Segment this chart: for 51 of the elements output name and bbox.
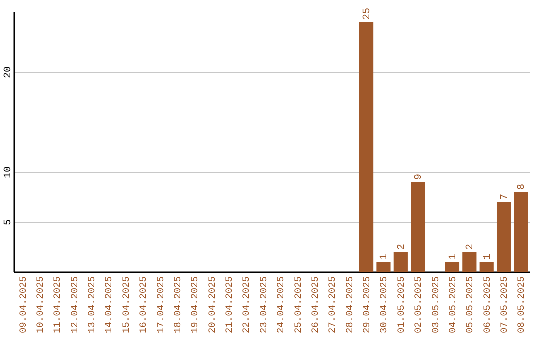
x-tick-label: 27.04.2025	[327, 276, 338, 334]
bar	[411, 182, 426, 272]
data-label: 1	[448, 254, 460, 260]
bar	[480, 262, 494, 272]
bar	[462, 252, 477, 272]
x-tick-label: 13.04.2025	[86, 276, 98, 334]
y-tick-label: 20	[4, 66, 14, 79]
data-label: 2	[466, 244, 477, 250]
x-tick-label: 17.04.2025	[155, 276, 166, 334]
data-label: 8	[517, 184, 528, 190]
data-label: 9	[414, 174, 426, 180]
x-tick-label: 03.05.2025	[430, 276, 442, 334]
x-tick-label: 28.04.2025	[344, 276, 356, 334]
data-label: 25	[362, 8, 374, 20]
bar	[497, 202, 512, 272]
data-label: 1	[482, 254, 494, 260]
x-tick-label: 05.05.2025	[464, 276, 476, 334]
bar	[359, 22, 374, 272]
x-tick-label: 25.04.2025	[292, 276, 304, 334]
x-tick-label: 16.04.2025	[138, 276, 150, 334]
data-label: 1	[380, 254, 391, 260]
x-tick-label: 08.05.2025	[516, 276, 528, 334]
x-tick-label: 10.04.2025	[34, 276, 46, 334]
x-tick-label: 14.04.2025	[104, 276, 115, 334]
y-tick-label: 10	[4, 166, 14, 179]
x-tick-label: 07.05.2025	[499, 276, 510, 334]
x-tick-label: 15.04.2025	[120, 276, 132, 334]
x-tick-label: 06.05.2025	[482, 276, 493, 334]
x-tick-label: 09.04.2025	[18, 276, 29, 334]
x-tick-label: 22.04.2025	[241, 276, 252, 334]
x-tick-label: 18.04.2025	[172, 276, 184, 334]
x-tick-label: 12.04.2025	[69, 276, 80, 334]
x-tick-label: 29.04.2025	[362, 276, 373, 334]
data-label: 2	[396, 244, 408, 250]
bar	[394, 252, 408, 272]
bar	[376, 262, 391, 272]
data-label: 7	[500, 194, 512, 200]
x-tick-label: 24.04.2025	[276, 276, 287, 334]
y-tick-label: 5	[4, 219, 14, 226]
x-tick-label: 21.04.2025	[224, 276, 236, 334]
x-tick-label: 30.04.2025	[378, 276, 390, 334]
bar	[514, 192, 528, 272]
x-tick-label: 26.04.2025	[310, 276, 321, 334]
x-tick-label: 01.05.2025	[396, 276, 407, 334]
x-tick-label: 04.05.2025	[447, 276, 458, 334]
x-tick-label: 11.04.2025	[52, 276, 64, 334]
x-tick-label: 23.04.2025	[258, 276, 270, 334]
x-tick-label: 02.05.2025	[413, 276, 424, 334]
x-tick-label: 19.04.2025	[190, 276, 201, 334]
bar	[445, 262, 460, 272]
x-tick-label: 20.04.2025	[206, 276, 218, 334]
